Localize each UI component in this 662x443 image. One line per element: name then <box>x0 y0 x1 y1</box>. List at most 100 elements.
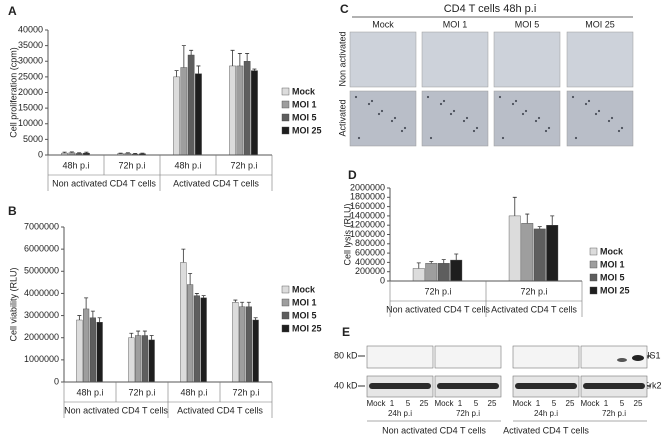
x-tick-label: 72h p.i <box>230 160 257 170</box>
cell-dot <box>571 95 575 99</box>
bar <box>412 268 425 282</box>
error-bar <box>149 335 154 340</box>
x-tick-label: 72h p.i <box>424 286 451 296</box>
y-axis-label: Cell viability (RLU) <box>8 267 18 341</box>
micrograph <box>349 90 417 147</box>
x-tick-label: 72h p.i <box>232 387 259 397</box>
group-label: Non activated CD4 T cells <box>64 405 168 415</box>
time-label: 72h p.i <box>456 409 480 418</box>
y-tick-label: 1200000 <box>350 220 385 230</box>
cell-dot <box>400 129 404 133</box>
y-tick-label: 0 <box>380 275 385 285</box>
cell-dot <box>439 102 443 106</box>
bar <box>236 65 244 156</box>
cell-dot <box>465 116 469 120</box>
bar <box>239 306 246 383</box>
legend-label: MOI 1 <box>292 99 317 109</box>
group-label: Non activated CD4 T cells <box>386 304 490 314</box>
row-label: Non activated <box>337 31 347 86</box>
bar <box>450 259 463 282</box>
erk2-band <box>515 383 577 389</box>
group-label: Activated CD4 T cells <box>173 178 259 188</box>
group-label: Activated CD4 T cells <box>177 405 263 415</box>
error-bar <box>429 261 434 264</box>
bar <box>76 319 83 383</box>
ns1-band <box>632 355 644 361</box>
bar <box>200 297 207 383</box>
error-bar <box>125 152 130 154</box>
bar <box>521 223 534 282</box>
micrograph <box>493 31 561 88</box>
row-label: Activated <box>337 99 347 136</box>
micrograph <box>566 90 634 147</box>
cell-dot <box>357 136 361 140</box>
lane-label: 1 <box>604 399 609 408</box>
cell-dot <box>524 109 528 113</box>
lane-label: 25 <box>420 399 429 408</box>
error-bar <box>77 315 82 320</box>
y-tick-label: 1400000 <box>350 210 385 220</box>
panel-label: D <box>348 168 357 182</box>
group-label: Activated CD4 T cells <box>503 425 589 435</box>
legend-label: MOI 1 <box>292 297 317 307</box>
y-tick-label: 25000 <box>18 71 43 81</box>
x-tick-label: 48h p.i <box>174 160 201 170</box>
panel-label: B <box>8 204 17 218</box>
time-label: 24h p.i <box>388 409 412 418</box>
lane-label: Mock <box>512 399 532 408</box>
bar <box>135 335 142 383</box>
column-label: MOI 25 <box>585 19 615 29</box>
blot-ns1 <box>434 345 502 369</box>
cell-dot <box>367 102 371 106</box>
y-tick-label: 7000000 <box>24 221 59 231</box>
y-tick-label: 4000000 <box>24 288 59 298</box>
y-axis-label: Cell lysis (RLU) <box>342 203 352 265</box>
error-bar <box>62 151 67 154</box>
error-bar <box>441 259 446 264</box>
group-label: Activated CD4 T cells <box>491 304 577 314</box>
error-bar <box>181 248 186 263</box>
bar <box>232 302 239 383</box>
error-bar <box>118 152 123 154</box>
bar <box>546 224 559 282</box>
marker-label: 40 kD <box>334 380 358 390</box>
legend-swatch <box>589 273 598 282</box>
y-tick-label: 3000000 <box>24 310 59 320</box>
error-bar <box>77 152 82 154</box>
cell-dot <box>521 112 525 116</box>
cell-dot <box>403 126 407 130</box>
cell-dot <box>380 109 384 113</box>
y-tick-label: 15000 <box>18 103 43 113</box>
y-tick-label: 600000 <box>355 247 385 257</box>
erk2-band <box>437 383 499 389</box>
cell-dot <box>429 136 433 140</box>
micrograph <box>349 31 417 88</box>
legend-label: MOI 25 <box>292 323 322 333</box>
panel-title: CD4 T cells 48h p.i <box>444 3 537 15</box>
x-tick-label: 48h p.i <box>180 387 207 397</box>
cell-dot <box>377 112 381 116</box>
error-bar <box>253 317 258 320</box>
error-bar <box>97 317 102 323</box>
error-bar <box>189 49 194 55</box>
legend-label: Mock <box>292 284 316 294</box>
cell-dot <box>354 95 358 99</box>
ns1-band <box>617 358 627 362</box>
time-label: 72h p.i <box>602 409 626 418</box>
bar <box>83 308 90 383</box>
protein-label: NS1 <box>643 350 661 360</box>
cell-dot <box>544 129 548 133</box>
error-bar <box>246 301 251 307</box>
cell-dot <box>587 99 591 103</box>
column-label: MOI 5 <box>515 19 540 29</box>
cell-dot <box>462 119 466 123</box>
legend-label: Mock <box>292 86 316 96</box>
error-bar <box>245 53 250 62</box>
error-bar <box>69 151 74 153</box>
legend-swatch <box>281 126 290 135</box>
lane-label: 5 <box>474 399 479 408</box>
cell-dot <box>393 116 397 120</box>
legend-swatch <box>281 87 290 96</box>
lane-label: Mock <box>366 399 386 408</box>
legend-label: MOI 1 <box>600 259 625 269</box>
